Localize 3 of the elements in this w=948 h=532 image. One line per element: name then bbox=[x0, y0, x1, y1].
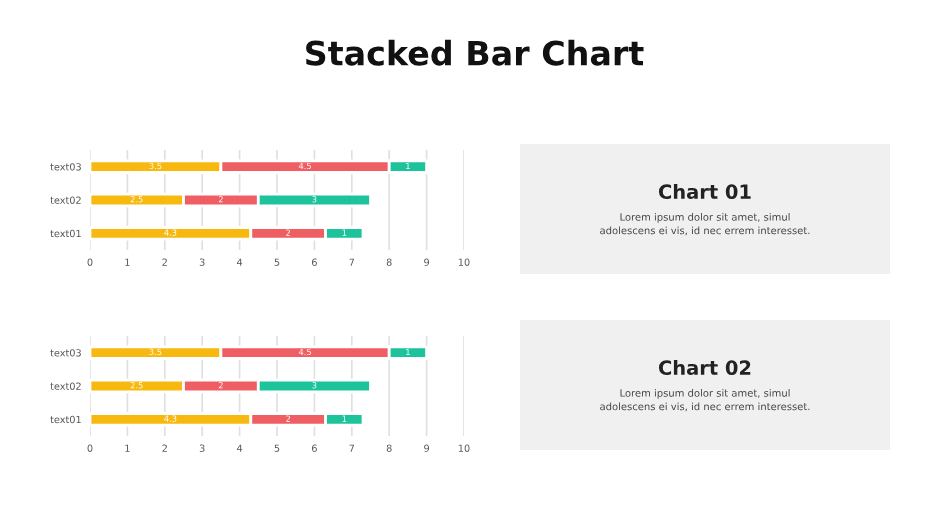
chart-title: Stacked Bar Chart bbox=[306, 39, 644, 66]
text: Chart 02 bbox=[659, 359, 751, 376]
text: Chart 01 bbox=[659, 183, 751, 200]
